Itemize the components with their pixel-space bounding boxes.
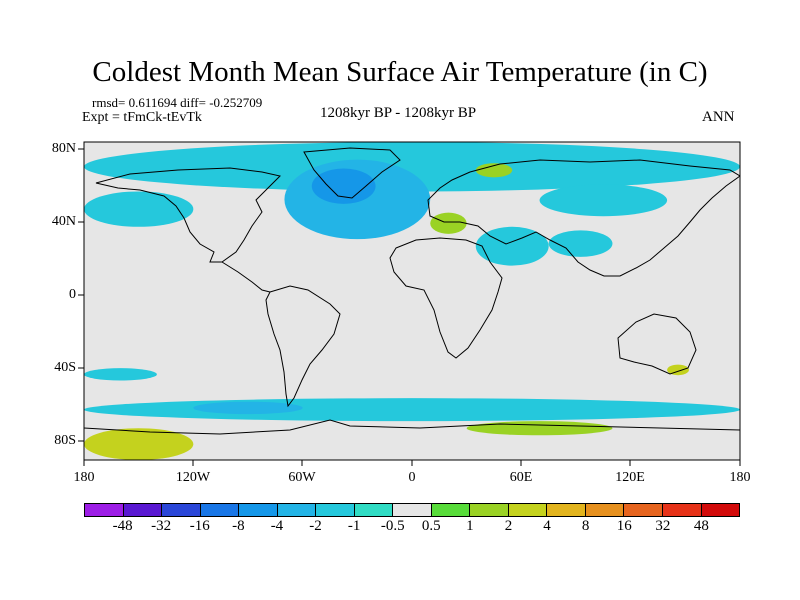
- chart-title: Coldest Month Mean Surface Air Temperatu…: [92, 56, 708, 88]
- coast-australia: [617, 313, 697, 375]
- colorbar-swatch: [200, 504, 240, 516]
- colorbar-swatch: [277, 504, 317, 516]
- colorbar-level-label: 32: [655, 518, 671, 534]
- colorbar-level-label: 4: [543, 518, 551, 534]
- colorbar-swatch: [662, 504, 702, 516]
- colorbar-level-label: 8: [581, 518, 590, 534]
- lon-label-180e: 180: [729, 470, 751, 485]
- colorbar-level-label: 16: [616, 518, 632, 534]
- anomaly-region-southern-ocean-deep: [193, 401, 303, 415]
- anomaly-region-antarctica-west: [84, 428, 194, 460]
- colorbar-level-label: -32: [151, 518, 172, 534]
- coast-greenland: [303, 147, 401, 199]
- colorbar-swatch: [123, 504, 163, 516]
- lat-label-80s: 80S: [54, 433, 76, 448]
- anomaly-region-siberia: [539, 184, 668, 217]
- colorbar-swatch: [354, 504, 394, 516]
- colorbar-swatch: [624, 504, 663, 516]
- lon-label-60w: 60W: [288, 470, 316, 485]
- axis-ticks: [78, 148, 741, 466]
- anomaly-region-south-pacific: [84, 368, 157, 381]
- anomaly-region-arctic-warm: [475, 163, 513, 178]
- colorbar-level-label: -0.5: [380, 518, 405, 534]
- colorbar-swatch: [85, 504, 124, 516]
- anomaly-region-southern-ocean: [84, 398, 740, 422]
- colorbar-level-label: 48: [693, 518, 709, 534]
- lat-label-40n: 40N: [51, 214, 76, 229]
- period-label: 1208kyr BP - 1208kyr BP: [320, 105, 477, 121]
- coastlines: [84, 147, 740, 435]
- colorbar-swatch: [316, 504, 355, 516]
- lat-label-40s: 40S: [54, 360, 76, 375]
- experiment-label: Expt = tFmCk-tEvTk: [82, 110, 202, 125]
- anomaly-region-arctic-band: [84, 142, 740, 192]
- colorbar-level-label: 1: [466, 518, 474, 534]
- lon-label-180w: 180: [73, 470, 95, 485]
- colorbar-level-label: -48: [112, 518, 133, 534]
- anomaly-region-greenland-core: [311, 168, 376, 204]
- lon-label-60e: 60E: [509, 470, 533, 485]
- colorbar-swatch: [585, 504, 625, 516]
- colorbar-level-label: -8: [232, 518, 245, 534]
- coast-eurasia: [427, 159, 740, 277]
- lon-label-120w: 120W: [175, 470, 211, 485]
- colorbar-swatch: [393, 504, 432, 516]
- lon-label-120e: 120E: [615, 470, 645, 485]
- colorbar-swatch: [431, 504, 471, 516]
- colorbar-swatch: [547, 504, 586, 516]
- lat-label-80n: 80N: [51, 141, 76, 156]
- coast-central-america: [221, 261, 271, 293]
- colorbar: [84, 503, 740, 517]
- coast-africa: [389, 237, 503, 359]
- lat-label-0: 0: [69, 287, 76, 302]
- colorbar-level-label: -1: [347, 518, 361, 534]
- colorbar-level-label: -16: [189, 518, 210, 534]
- colorbar-swatch: [162, 504, 201, 516]
- anomaly-region-antarctica-east: [466, 421, 613, 436]
- colorbar-level-label: -2: [309, 518, 322, 534]
- coast-south-america: [265, 285, 341, 408]
- anomaly-region-europe-warm: [430, 212, 467, 234]
- colorbar-swatch: [470, 504, 509, 516]
- coast-north-america: [95, 167, 281, 263]
- anomaly-region-north-pacific: [84, 191, 194, 227]
- anomaly-region-australia-warm: [667, 364, 689, 376]
- stats-label: rmsd= 0.611694 diff= -0.252709: [92, 95, 263, 110]
- colorbar-swatch: [701, 504, 740, 516]
- anomaly-region-middle-east: [475, 226, 549, 266]
- colorbar-level-label: 0.5: [421, 518, 441, 534]
- lon-label-0: 0: [408, 470, 416, 485]
- colorbar-swatch: [239, 504, 278, 516]
- anomaly-region-central-asia: [548, 230, 613, 257]
- season-label: ANN: [702, 109, 735, 125]
- coast-antarctica: [84, 419, 740, 435]
- colorbar-level-label: -4: [270, 518, 284, 534]
- colorbar-level-label: 2: [504, 518, 513, 534]
- colorbar-swatch: [508, 504, 548, 516]
